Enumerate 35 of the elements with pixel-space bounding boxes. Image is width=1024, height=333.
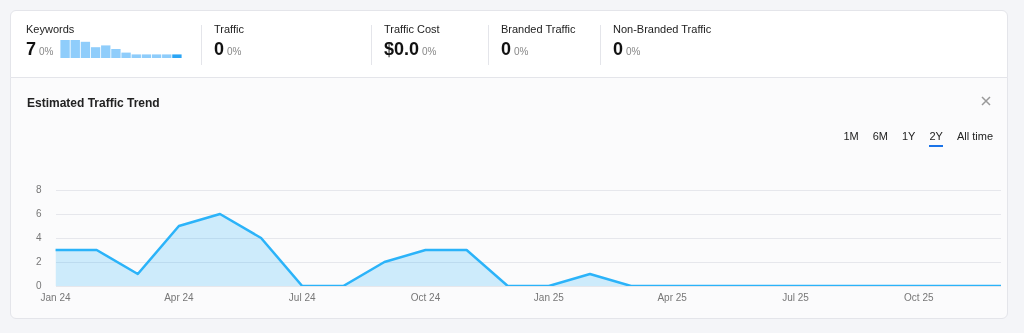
text: Traffic Cost <box>384 23 440 35</box>
text: All time <box>956 130 993 144</box>
x-tick-label: Oct 25 <box>904 291 934 303</box>
text: 0% <box>227 46 242 57</box>
x-tick-label: Jul 24 <box>288 291 316 303</box>
text: 6M <box>872 130 888 144</box>
text: 0% <box>514 46 529 57</box>
text: 0 <box>501 39 512 59</box>
text: Non-Branded Traffic <box>613 23 712 35</box>
text: Traffic <box>214 23 244 35</box>
bar <box>172 54 182 58</box>
y-tick-label: 4 <box>36 231 42 243</box>
y-tick-label: 0 <box>36 279 42 291</box>
x-tick-label: Apr 24 <box>164 291 195 303</box>
x-tick-label: Jan 24 <box>40 291 72 303</box>
text: $0.0 <box>384 39 420 59</box>
chart-title: Estimated Traffic Trend <box>27 96 160 110</box>
text: Branded Traffic <box>501 23 576 35</box>
y-tick-label: 2 <box>36 255 42 267</box>
x-tick-label: Jul 25 <box>782 291 810 303</box>
text: Keywords <box>26 23 75 35</box>
text: 2Y <box>929 130 943 147</box>
text: 1M <box>843 130 859 144</box>
text: 1Y <box>902 130 916 144</box>
text: 0% <box>39 46 54 57</box>
text: 7 <box>26 39 37 59</box>
x-tick-label: Jan 25 <box>533 291 565 303</box>
text: 0% <box>626 46 641 57</box>
x-tick-label: Apr 25 <box>657 291 688 303</box>
text: 0 <box>214 39 225 59</box>
y-tick-label: 6 <box>36 207 42 219</box>
x-tick-label: Oct 24 <box>410 291 441 303</box>
text: 0% <box>422 46 437 57</box>
text: 0 <box>613 39 624 59</box>
y-tick-label: 8 <box>36 183 42 195</box>
